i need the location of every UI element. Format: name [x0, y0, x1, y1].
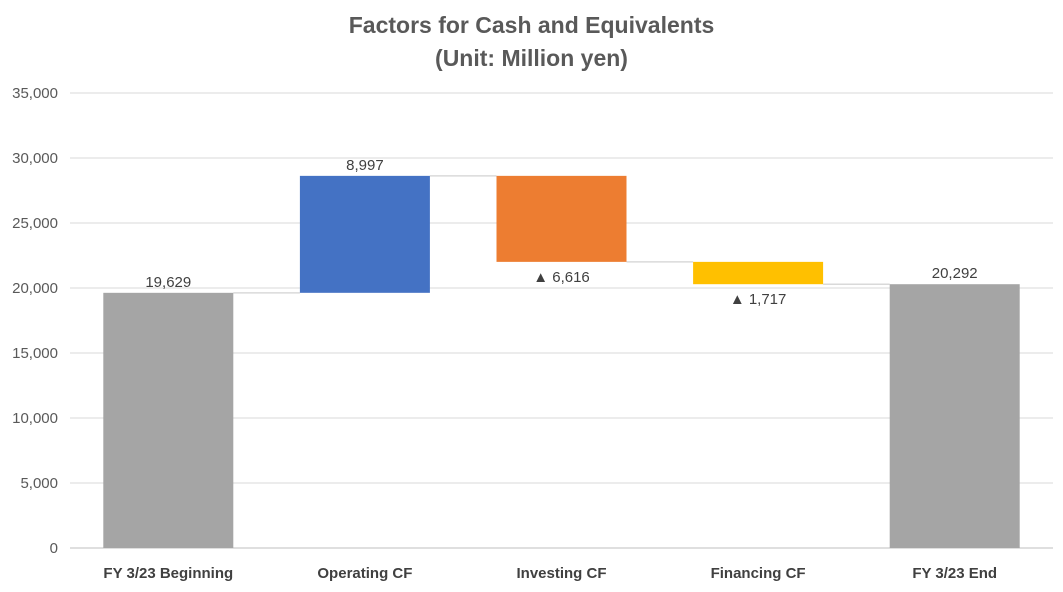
data-label: 8,997	[346, 157, 384, 174]
y-tick-label: 25,000	[12, 215, 58, 232]
y-tick-label: 35,000	[12, 85, 58, 102]
x-tick-label: FY 3/23 Beginning	[103, 565, 233, 582]
chart-subtitle: (Unit: Million yen)	[435, 45, 628, 71]
x-tick-label: Investing CF	[516, 565, 606, 582]
data-label: 19,629	[145, 274, 191, 291]
x-tick-label: Operating CF	[317, 565, 412, 582]
y-tick-label: 10,000	[12, 410, 58, 427]
data-label: 20,292	[932, 265, 978, 282]
y-tick-label: 20,000	[12, 280, 58, 297]
x-tick-label: Financing CF	[711, 565, 806, 582]
bar-decrease	[693, 261, 824, 285]
data-label: ▲ 6,616	[533, 269, 590, 286]
y-tick-label: 30,000	[12, 150, 58, 167]
x-tick-label: FY 3/23 End	[912, 565, 997, 582]
chart-title: Factors for Cash and Equivalents	[348, 12, 715, 38]
data-label: ▲ 1,717	[730, 291, 787, 308]
bar-total	[889, 284, 1020, 548]
bar-increase	[299, 175, 430, 293]
bar-total	[103, 292, 234, 548]
y-tick-label: 0	[50, 540, 58, 557]
bar-decrease	[496, 175, 627, 262]
y-tick-label: 5,000	[20, 475, 58, 492]
y-tick-label: 15,000	[12, 345, 58, 362]
